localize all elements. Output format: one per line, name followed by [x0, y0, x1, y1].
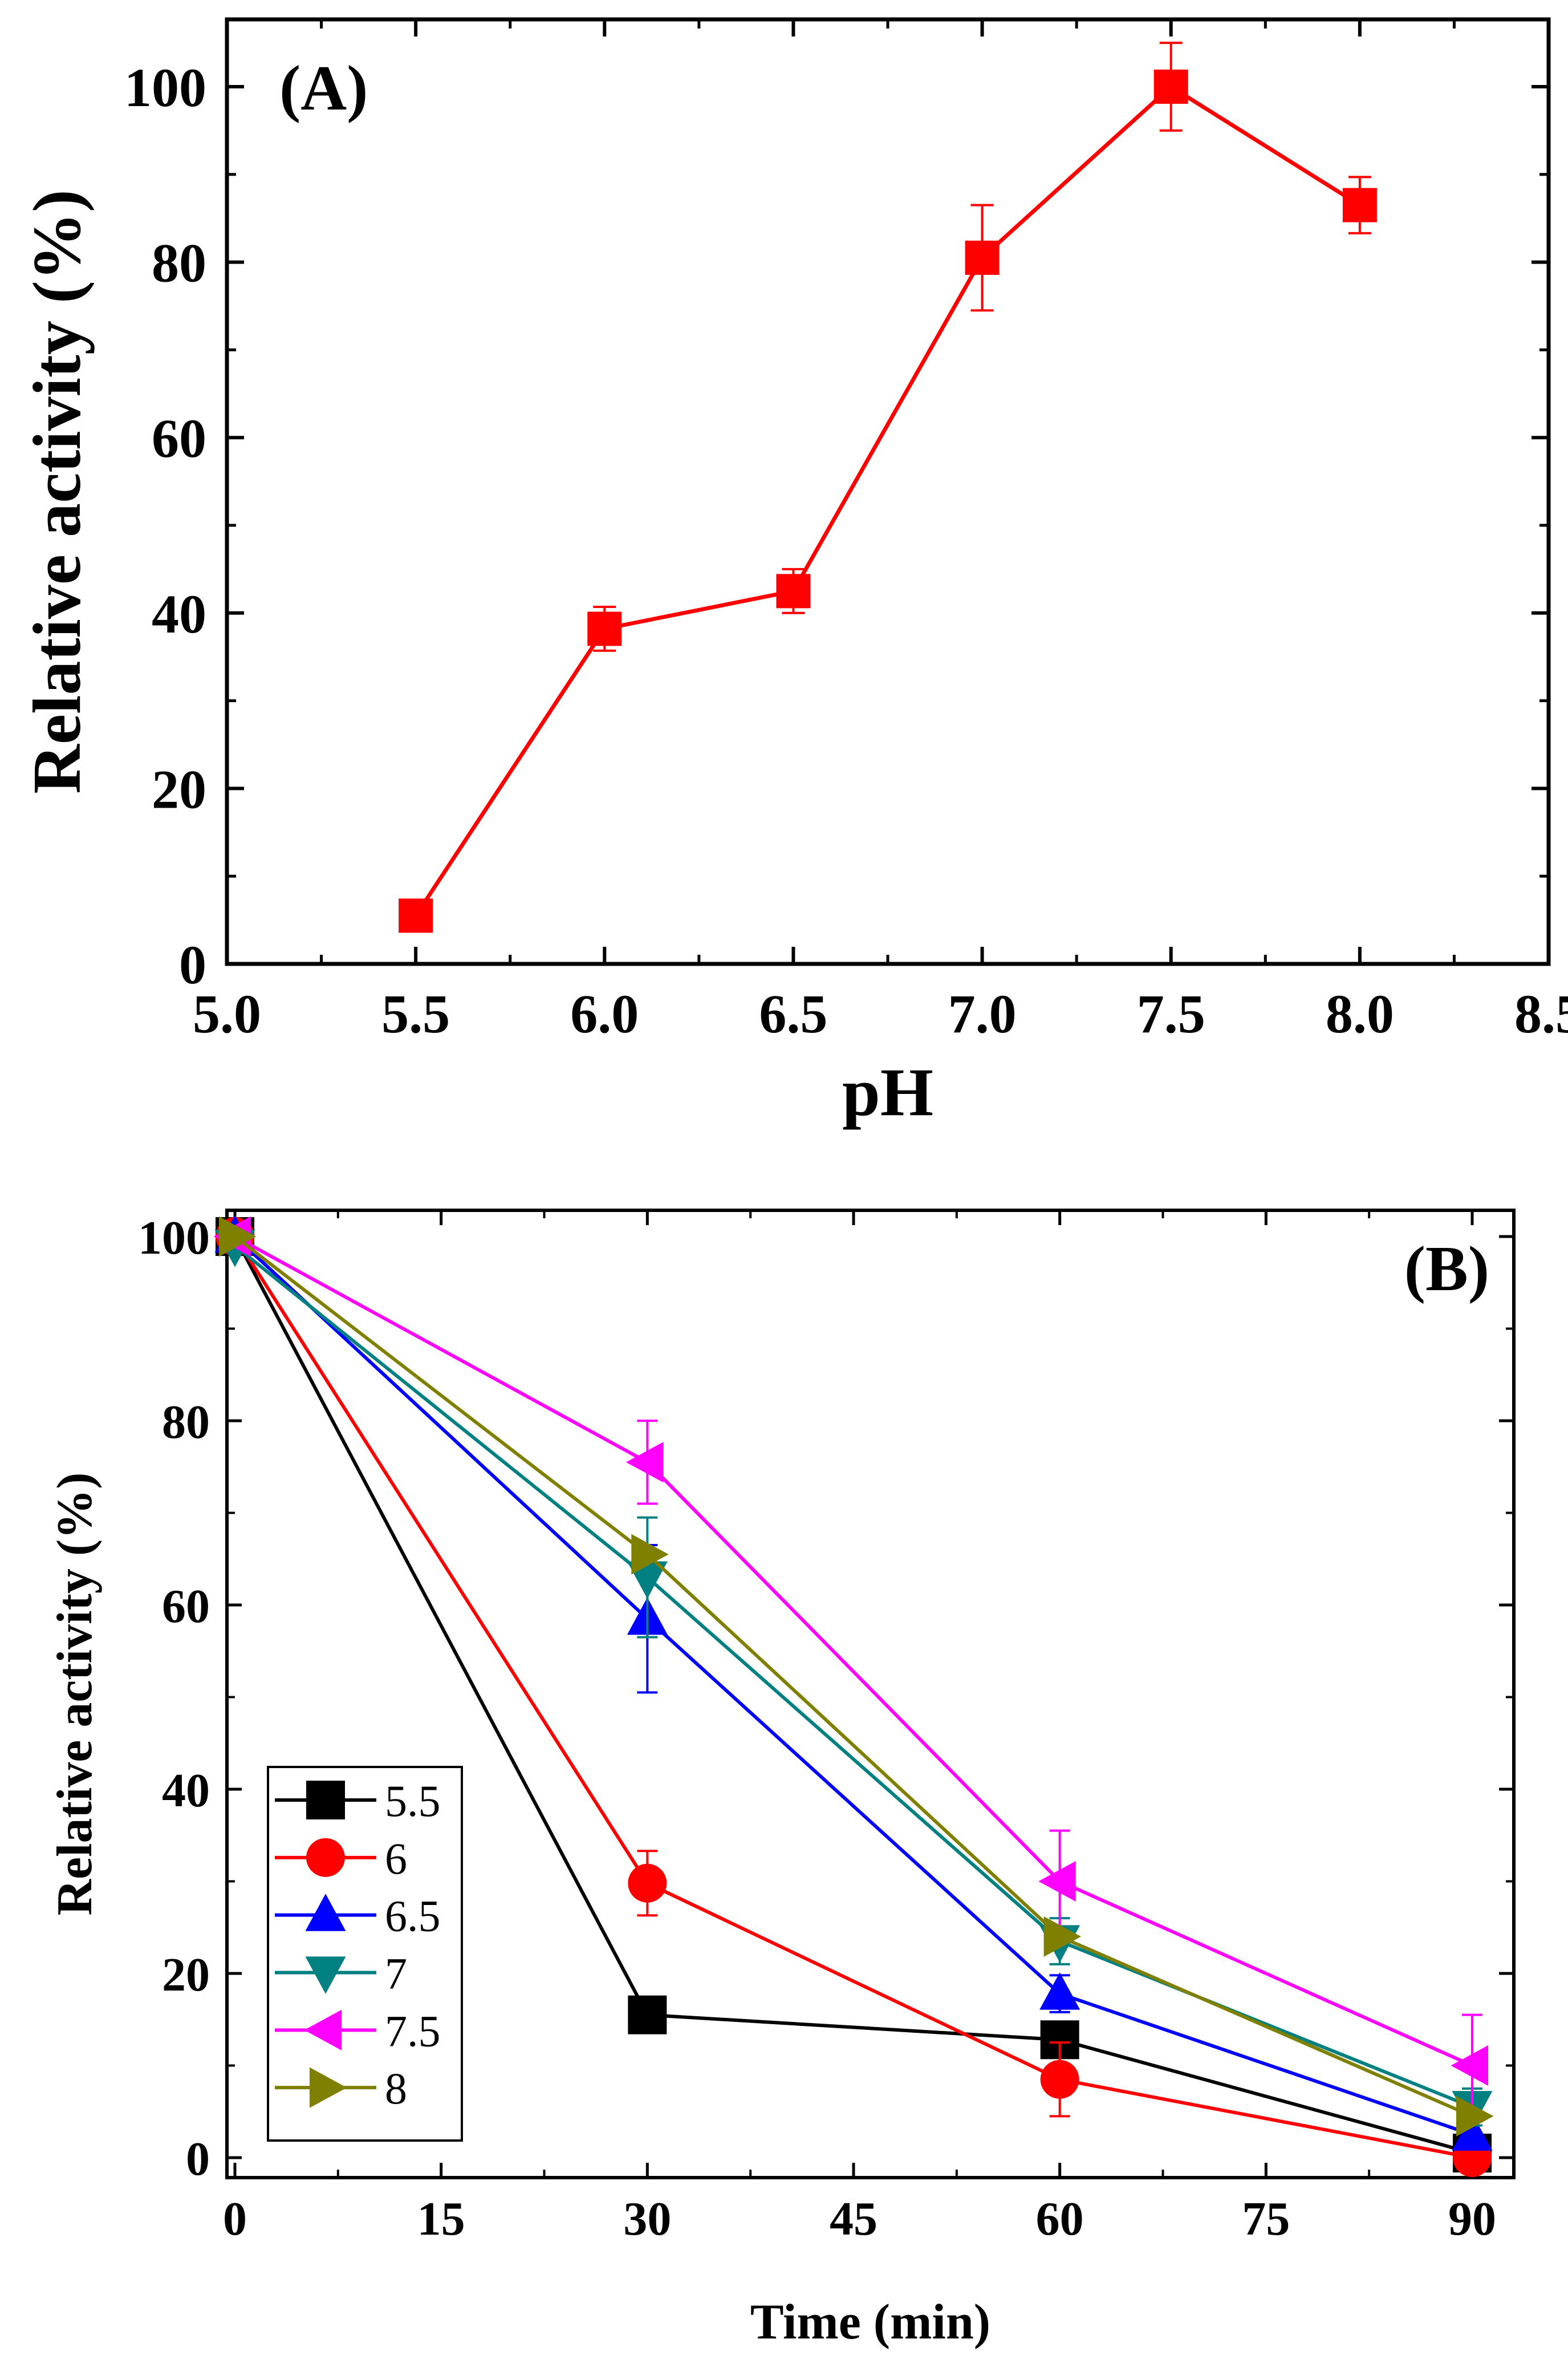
- y-tick-label-a: 0: [179, 934, 206, 995]
- data-point-b: [1040, 2060, 1079, 2099]
- data-point-b: [1039, 1972, 1080, 2010]
- y-tick-label-b: 40: [162, 1764, 210, 1817]
- data-point-a: [1342, 188, 1377, 222]
- y-tick-label-a: 100: [124, 57, 206, 118]
- y-tick-label-b: 0: [186, 2133, 210, 2186]
- series-line-b: [234, 1235, 1473, 2118]
- x-tick-label-a: 7.5: [1137, 983, 1205, 1044]
- y-axis-title-b: Relative activity (%): [47, 1472, 103, 1915]
- legend-label: 6: [385, 1834, 407, 1883]
- legend-entry-7.5: 7.5: [275, 2006, 441, 2056]
- legend-label: 5.5: [385, 1776, 441, 1826]
- x-tick-label-b: 45: [830, 2192, 878, 2245]
- series-line-b: [233, 1235, 1473, 2137]
- legend-marker: [305, 1894, 346, 1931]
- y-tick-label-a: 80: [152, 233, 206, 294]
- y-tick-label-a: 60: [152, 408, 206, 469]
- series-line-b: [233, 1235, 1473, 2155]
- panel-label-b: (B): [1404, 1234, 1489, 1304]
- data-point-b: [631, 1534, 669, 1575]
- legend-entry-5.5: 5.5: [275, 1776, 441, 1826]
- legend-label: 8: [385, 2064, 407, 2113]
- legend-marker: [305, 1956, 346, 1994]
- legend-entry-6.5: 6.5: [275, 1891, 441, 1941]
- legend-label: 7: [385, 1949, 407, 1999]
- x-axis-title-a: pH: [842, 1054, 933, 1130]
- x-tick-label-a: 8.0: [1326, 983, 1394, 1044]
- series-a-0: [399, 42, 1377, 933]
- legend-marker: [304, 2009, 342, 2050]
- series-line-b: [234, 1235, 1473, 2068]
- x-tick-label-b: 0: [223, 2192, 247, 2245]
- y-tick-label-b: 20: [162, 1948, 210, 2001]
- data-point-b: [218, 1216, 257, 1257]
- y-tick-label-b: 100: [138, 1211, 210, 1264]
- plot-frame-a: [225, 17, 1551, 966]
- plot-frame-b: [225, 1209, 1516, 2179]
- y-tick-label-a: 40: [152, 583, 206, 645]
- x-tick-label-a: 5.5: [381, 983, 450, 1044]
- x-axis-title-b: Time (min): [750, 2295, 990, 2350]
- legend-b: 5.5 6 6.5 7 7.5 8: [267, 1766, 463, 2142]
- data-point-b: [1038, 1861, 1076, 1902]
- data-point-b: [1452, 2113, 1493, 2151]
- x-tick-label-b: 75: [1242, 2192, 1290, 2245]
- x-tick-label-b: 90: [1448, 2192, 1496, 2245]
- series-line-a: [414, 84, 1361, 917]
- legend-label: 7.5: [385, 2006, 441, 2056]
- y-tick-label-a: 20: [152, 759, 206, 820]
- series-line-b: [234, 1244, 1473, 2109]
- legend-entry-8: 8: [275, 2064, 407, 2113]
- panel-a: 5.0 5.5 6.0 6.5 7.0 7.5 8.0 8.5 0 20 40 60 80 100 pH Re…: [19, 17, 1568, 1130]
- y-tick-label-b: 60: [162, 1580, 210, 1633]
- legend-entry-6: 6: [275, 1834, 407, 1883]
- x-tick-label-a: 8.5: [1514, 983, 1568, 1044]
- x-tick-label-b: 30: [623, 2192, 671, 2245]
- data-point-b: [1043, 1916, 1082, 1957]
- series-b-8: [218, 1216, 1494, 2137]
- data-point-a: [399, 898, 433, 933]
- panel-b: 0 15 30 45 60 75 90 0 20 40 60 80 100 Time (min) Relat…: [47, 1209, 1516, 2350]
- data-point-b: [628, 1863, 667, 1903]
- panel-label-a: (A): [279, 53, 368, 124]
- x-tick-label-a: 5.0: [193, 983, 261, 1044]
- legend-label: 6.5: [385, 1891, 441, 1941]
- series-line-b: [233, 1235, 1473, 2159]
- legend-marker: [310, 2067, 347, 2108]
- data-point-a: [1153, 70, 1188, 104]
- data-point-b: [625, 1442, 664, 1483]
- legend-frame: [267, 1766, 463, 2142]
- x-tick-label-b: 60: [1036, 2192, 1084, 2245]
- data-point-a: [587, 611, 622, 646]
- data-point-b: [1451, 2045, 1489, 2086]
- data-point-b: [1456, 2095, 1494, 2137]
- legend-entry-7: 7: [275, 1949, 407, 1999]
- x-tick-label-b: 15: [417, 2192, 465, 2245]
- y-tick-label-b: 80: [162, 1396, 210, 1449]
- data-point-b: [628, 1995, 667, 2034]
- legend-marker: [306, 1781, 345, 1819]
- x-tick-label-a: 6.5: [759, 983, 827, 1044]
- y-axis-title-a: Relative activity (%): [19, 189, 95, 794]
- x-tick-label-a: 7.0: [948, 983, 1017, 1044]
- data-point-a: [965, 240, 1000, 275]
- legend-marker: [306, 1838, 345, 1877]
- data-point-a: [776, 574, 811, 609]
- x-tick-label-a: 6.0: [570, 983, 639, 1044]
